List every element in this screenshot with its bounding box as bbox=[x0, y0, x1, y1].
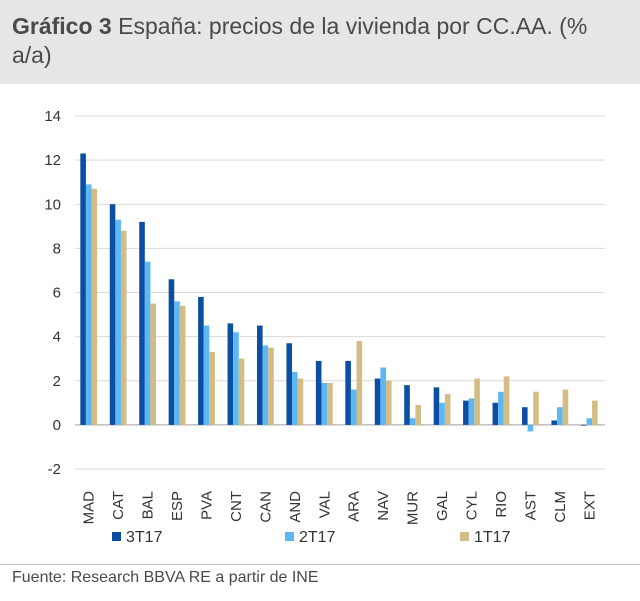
bar-clm-2t17 bbox=[557, 407, 563, 425]
bar-cnt-2t17 bbox=[233, 332, 239, 425]
x-tick-label: CYL bbox=[464, 491, 481, 520]
y-tick-label: 6 bbox=[53, 285, 61, 302]
x-tick-label: GAL bbox=[434, 491, 451, 521]
bar-cnt-3t17 bbox=[227, 323, 234, 425]
bar-cyl-3t17 bbox=[463, 400, 469, 425]
bar-chart: 14 12 10 8 6 4 2 0 -2 MAD CAT BAL ESP PVA CNT CAN AND VAL… bbox=[44, 108, 605, 546]
y-tick-label: 12 bbox=[44, 152, 61, 169]
bar-rio-2t17 bbox=[498, 391, 504, 425]
source-note: Fuente: Research BBVA RE a partir de INE bbox=[12, 569, 319, 586]
legend-label-2t17: 2T17 bbox=[299, 529, 336, 546]
x-tick-label: AST bbox=[522, 491, 539, 520]
legend-label-3t17: 3T17 bbox=[126, 529, 163, 546]
y-tick-label: 8 bbox=[53, 240, 61, 257]
bar-clm-3t17 bbox=[551, 420, 558, 425]
chart-header: Gráfico 3 España: precios de la vivienda… bbox=[0, 0, 640, 84]
bar-pva-2t17 bbox=[203, 325, 210, 425]
y-tick-label: 14 bbox=[44, 108, 61, 125]
bar-ara-3t17 bbox=[345, 360, 351, 425]
bar-ext-1t17 bbox=[592, 400, 598, 425]
bar-cyl-2t17 bbox=[468, 398, 475, 425]
bar-mur-1t17 bbox=[415, 405, 422, 425]
x-tick-label: AND bbox=[287, 491, 304, 523]
legend-swatch-2t17 bbox=[285, 532, 294, 541]
x-tick-label: PVA bbox=[199, 491, 216, 520]
bar-nav-3t17 bbox=[374, 378, 381, 425]
legend-swatch-1t17 bbox=[460, 532, 469, 541]
bar-ast-1t17 bbox=[533, 391, 539, 425]
x-tick-label: EXT bbox=[581, 491, 598, 520]
chart-title-bold: Gráfico 3 bbox=[12, 13, 112, 39]
bar-ext-3t17 bbox=[580, 424, 587, 426]
bar-nav-1t17 bbox=[385, 380, 392, 425]
bar-mur-2t17 bbox=[409, 418, 416, 425]
x-tick-label: ESP bbox=[169, 491, 186, 521]
bar-pva-1t17 bbox=[209, 352, 215, 425]
bar-cat-1t17 bbox=[120, 230, 127, 425]
bar-ast-2t17 bbox=[527, 424, 534, 432]
y-tick-label: 2 bbox=[53, 373, 61, 390]
legend-swatch-3t17 bbox=[112, 532, 121, 541]
bar-ara-1t17 bbox=[356, 341, 363, 425]
x-tick-label: MUR bbox=[405, 491, 422, 525]
bar-can-3t17 bbox=[256, 325, 263, 425]
bar-bal-2t17 bbox=[144, 261, 151, 425]
bar-mad-3t17 bbox=[80, 153, 86, 425]
footer-divider bbox=[0, 564, 640, 565]
bar-val-2t17 bbox=[321, 382, 328, 425]
bar-gal-3t17 bbox=[433, 387, 440, 425]
x-tick-label: VAL bbox=[316, 491, 333, 518]
bar-pva-3t17 bbox=[198, 296, 204, 425]
bar-bal-3t17 bbox=[139, 221, 145, 425]
bar-cnt-1t17 bbox=[238, 358, 245, 425]
bar-can-1t17 bbox=[268, 347, 274, 425]
bar-ast-3t17 bbox=[521, 407, 528, 425]
bar-ara-2t17 bbox=[350, 389, 357, 425]
chart-title-rest: España: precios de la vivienda por CC.AA… bbox=[12, 13, 588, 68]
x-tick-label: MAD bbox=[81, 491, 98, 525]
bar-bal-1t17 bbox=[150, 303, 157, 425]
bar-and-2t17 bbox=[292, 371, 298, 425]
bar-and-1t17 bbox=[297, 378, 304, 425]
x-tick-label: CLM bbox=[552, 491, 569, 523]
bar-gal-1t17 bbox=[444, 393, 451, 425]
x-tick-label: RIO bbox=[493, 491, 510, 518]
x-tick-label: CAT bbox=[110, 491, 127, 520]
bar-rio-1t17 bbox=[503, 376, 510, 425]
bar-nav-2t17 bbox=[380, 367, 386, 425]
y-tick-label: 0 bbox=[53, 417, 61, 434]
bar-cat-3t17 bbox=[109, 204, 116, 425]
bar-rio-3t17 bbox=[492, 402, 499, 425]
chart-title: Gráfico 3 España: precios de la vivienda… bbox=[12, 12, 612, 70]
legend-label-1t17: 1T17 bbox=[474, 529, 511, 546]
x-tick-label: CNT bbox=[228, 491, 245, 522]
bar-and-3t17 bbox=[286, 343, 293, 425]
bar-val-1t17 bbox=[327, 382, 333, 425]
bar-val-3t17 bbox=[315, 360, 322, 425]
y-tick-label: 4 bbox=[53, 329, 61, 346]
bar-cat-2t17 bbox=[115, 219, 121, 425]
bar-esp-3t17 bbox=[168, 279, 175, 425]
x-tick-label: ARA bbox=[346, 491, 363, 522]
bar-mad-2t17 bbox=[85, 184, 92, 425]
x-tick-label: BAL bbox=[140, 491, 157, 519]
bar-esp-2t17 bbox=[174, 301, 180, 425]
x-tick-label: CAN bbox=[257, 491, 274, 523]
x-tick-label: NAV bbox=[375, 491, 392, 521]
bar-mur-3t17 bbox=[404, 385, 410, 425]
bar-cyl-1t17 bbox=[474, 378, 480, 425]
bar-mad-1t17 bbox=[91, 188, 98, 425]
bar-gal-2t17 bbox=[439, 402, 445, 425]
y-tick-label: 10 bbox=[44, 196, 61, 213]
bar-ext-2t17 bbox=[586, 418, 593, 425]
y-tick-label: -2 bbox=[48, 461, 61, 478]
bar-can-2t17 bbox=[262, 345, 269, 425]
bar-esp-1t17 bbox=[179, 305, 186, 425]
bar-clm-1t17 bbox=[562, 389, 569, 425]
